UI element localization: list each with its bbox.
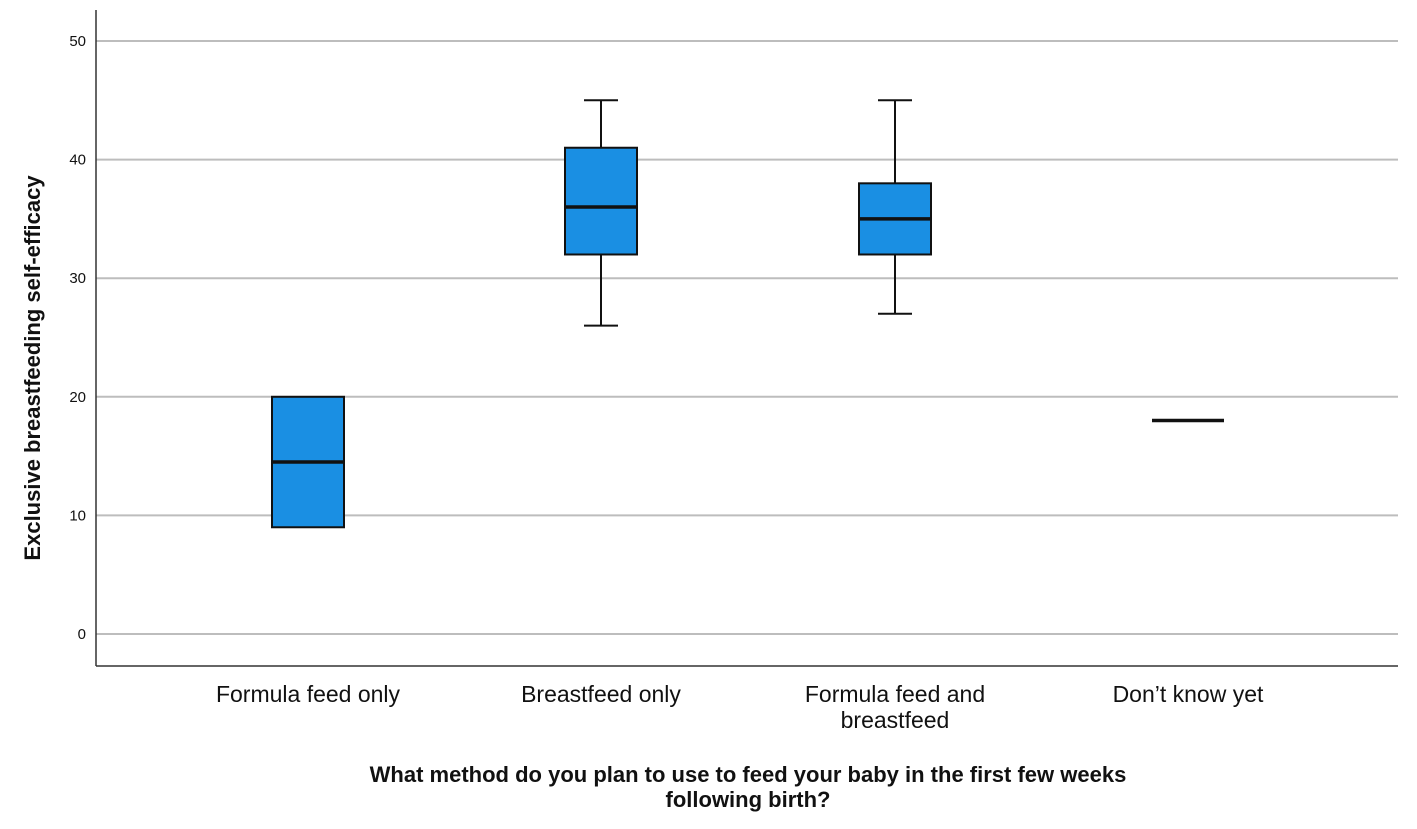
x-axis-title: following birth?	[666, 787, 831, 812]
x-category-label: Formula feed only	[216, 681, 401, 707]
y-tick-label: 50	[69, 33, 86, 50]
x-category-label: Breastfeed only	[521, 681, 681, 707]
box-2	[564, 146, 638, 256]
y-tick-label: 0	[78, 626, 86, 643]
y-tick-label: 40	[69, 152, 86, 169]
x-category-label: Formula feed and	[805, 681, 985, 707]
y-axis-title: Exclusive breastfeeding self-efficacy	[20, 175, 45, 561]
y-tick-label: 20	[69, 389, 86, 406]
y-tick-label: 30	[69, 270, 86, 287]
y-tick-label: 10	[69, 507, 86, 524]
x-axis-title: What method do you plan to use to feed y…	[370, 762, 1127, 787]
x-category-label: breastfeed	[841, 707, 950, 733]
x-category-label: Don’t know yet	[1113, 681, 1264, 707]
